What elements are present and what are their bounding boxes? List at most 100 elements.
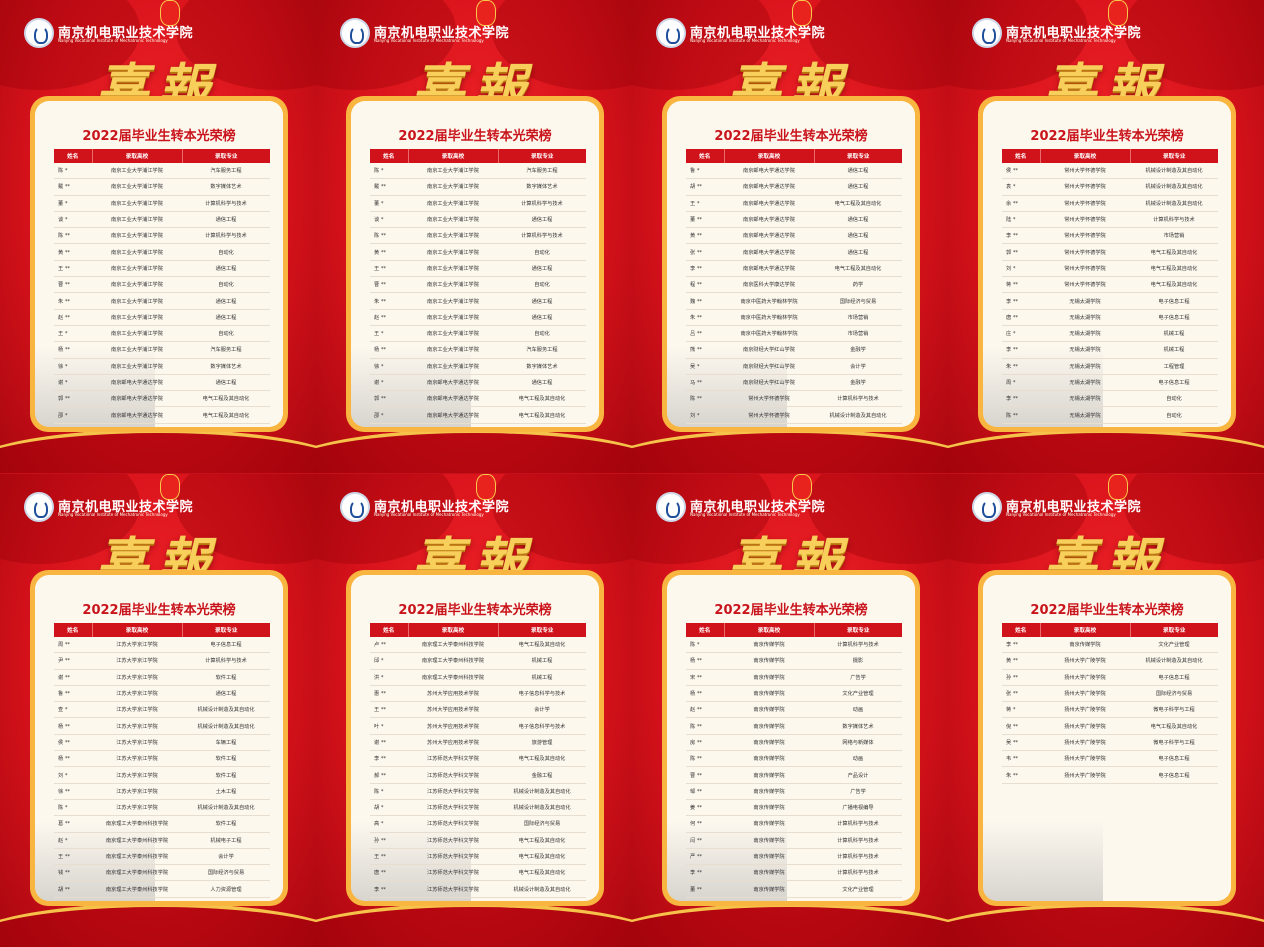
cell-name: 陈 ** — [686, 750, 724, 768]
table-row: 刘 * 常州大学怀德学院 机械设计制造及其自动化 — [686, 406, 902, 424]
column-header-school: 录取高校 — [92, 623, 183, 637]
cell-name: 侯 ** — [54, 734, 92, 752]
cell-name: 李 ** — [686, 864, 724, 882]
cell-major: 通信工程 — [182, 292, 270, 310]
cell-major: 通信工程 — [814, 163, 902, 180]
cell-major: 软件工程 — [182, 669, 270, 686]
school-name-en: Nanjing Vocational Institute of Mechatro… — [690, 38, 800, 43]
cell-major: 电气工程及其自动化 — [182, 390, 270, 408]
cell-school: 南京传媒学院 — [724, 701, 814, 719]
cell-name: 惠 ** — [370, 685, 408, 703]
column-header-name: 姓名 — [54, 149, 93, 163]
cell-school: 常州大学怀德学院 — [1040, 163, 1130, 180]
table-row: 李 ** 无锡太湖学院 自动化 — [1002, 390, 1218, 408]
table-row: 邵 * 南京邮电大学通达学院 电气工程及其自动化 — [54, 406, 270, 424]
admission-table: 姓名 录取高校 录取专业陈 * 南京工业大学浦江学院 汽车服务工程戴 ** 南京工业大学浦… — [370, 149, 586, 427]
cell-major: 自动化 — [1130, 390, 1218, 408]
cell-school: 南京邮电大学通达学院 — [408, 390, 498, 408]
cell-school: 南京工业大学浦江学院 — [408, 178, 498, 196]
cell-major: 人力资源管理 — [182, 880, 270, 898]
honor-card-body: 2022届毕业生转本光荣榜 姓名 录取高校 录取专业陈 * 南京传媒学院 计算机科学与技术… — [667, 575, 915, 901]
cell-name: 洪 * — [370, 669, 408, 686]
cell-school: 南京工业大学浦江学院 — [92, 260, 182, 278]
cell-school: 苏州大学应用技术学院 — [408, 734, 498, 752]
cell-major: 通信工程 — [498, 423, 586, 427]
cell-major: 计算机科学与技术 — [182, 195, 270, 212]
honor-card: 2022届毕业生转本光荣榜 姓名 录取高校 录取专业周 ** 江苏大学京江学院 电子信息工… — [30, 570, 288, 906]
table-row: 李 ** 江苏师范大学科文学院 机械设计制造及其自动化 — [370, 880, 586, 898]
cell-major: 计算机科学与技术 — [814, 832, 902, 849]
cell-name: 杨 ** — [686, 652, 724, 670]
table-row: 董 * 南京工业大学浦江学院 计算机科学与技术 — [370, 195, 586, 212]
table-row: 熊 ** 南京财经大学红山学院 金融学 — [686, 341, 902, 359]
cell-major: 电气工程及其自动化 — [498, 864, 586, 882]
cell-name: 朱 ** — [370, 292, 408, 310]
cell-major: 通信工程 — [182, 309, 270, 326]
school-name: 南京机电职业技术学院 — [374, 500, 510, 515]
table-row: 邵 * 南京邮电大学通达学院 电气工程及其自动化 — [370, 406, 586, 424]
table-row: 杨 ** 南京传媒学院 文化产业管理 — [686, 685, 902, 703]
poster-title: 2022届毕业生转本光荣榜 — [398, 129, 552, 144]
school-logo-icon — [656, 18, 686, 48]
cell-school: 江苏师范大学科文学院 — [408, 750, 498, 768]
cell-major: 工程管理 — [1130, 358, 1218, 375]
cell-major: 电子信息工程 — [1130, 669, 1218, 686]
cell-school: 南京传媒学院 — [724, 897, 814, 901]
cell-major: 电子信息工程 — [1130, 309, 1218, 326]
school-name: 南京机电职业技术学院 — [1006, 26, 1142, 41]
cell-school: 江苏师范大学科文学院 — [408, 864, 498, 882]
cell-name: 鲁 ** — [54, 685, 92, 703]
cell-name: 曹 ** — [686, 766, 724, 784]
cell-major: 机械设计制造及其自动化 — [1130, 195, 1218, 212]
table-row: 陈 ** 常州大学怀德学院 计算机科学与技术 — [686, 390, 902, 408]
cell-name: 赵 ** — [54, 309, 92, 326]
honor-card: 2022届毕业生转本光荣榜姓名 录取高校 录取专业陈 * 南京工业大学浦江学院 汽车服务… — [346, 96, 604, 432]
cell-major: 通信工程 — [182, 211, 270, 229]
cell-name: 唐 ** — [370, 864, 408, 882]
poster: 南京机电职业技术学院 Nanjing Vocational Institute o… — [632, 474, 948, 947]
ribbon-decoration — [948, 903, 1264, 947]
cell-major: 国际经济与贸易 — [498, 815, 586, 833]
cell-school: 江苏师范大学科文学院 — [408, 897, 498, 901]
cell-name: 徐 * — [54, 358, 92, 375]
cell-major: 汽车服务工程 — [182, 163, 270, 180]
table-row: 唐 ** 无锡太湖学院 电子信息工程 — [1002, 309, 1218, 326]
table-row: 杨 ** 江苏大学京江学院 机械设计制造及其自动化 — [54, 717, 270, 735]
cell-name: 王 * — [370, 325, 408, 343]
cell-name: 杨 ** — [54, 341, 92, 359]
table-row: 胡 ** 南京理工大学泰州科技学院 人力资源管理 — [54, 880, 270, 898]
cell-name: 熊 ** — [686, 341, 724, 359]
cell-name: 严 ** — [686, 848, 724, 866]
cell-name: 郭 ** — [54, 390, 92, 408]
cell-name: 房 ** — [686, 734, 724, 752]
cell-school: 扬州大学广陵学院 — [1040, 734, 1130, 752]
cell-name: 谢 ** — [54, 669, 92, 686]
table-row: 邹 ** 南京传媒学院 广告学 — [686, 783, 902, 800]
table-row: 陈 * 南京工业大学浦江学院 汽车服务工程 — [54, 163, 270, 180]
table-row: 李 ** 南京传媒学院 文化产业管理 — [1002, 637, 1218, 654]
cell-school: 南京工业大学浦江学院 — [92, 325, 182, 343]
school-logo-icon — [340, 18, 370, 48]
table-row: 韦 ** 扬州大学广陵学院 电子信息工程 — [1002, 750, 1218, 768]
table-row: 黄 ** 南京工业大学浦江学院 自动化 — [370, 243, 586, 261]
cell-name: 高 * — [370, 815, 408, 833]
cell-major: 市场营销 — [814, 423, 902, 427]
column-header-major: 录取专业 — [498, 623, 586, 637]
cell-name: 王 ** — [54, 848, 92, 866]
cell-school: 南京传媒学院 — [1040, 637, 1130, 654]
cell-major: 电气工程及其自动化 — [1130, 260, 1218, 278]
cell-name: 卢 ** — [370, 637, 408, 654]
table-row: 陈 ** 南京传媒学院 动画 — [686, 750, 902, 768]
cell-name: 曹 ** — [54, 276, 92, 294]
cell-major: 计算机科学与技术 — [182, 227, 270, 245]
cell-school: 江苏师范大学科文学院 — [408, 880, 498, 898]
poster: 南京机电职业技术学院 Nanjing Vocational Institute o… — [948, 0, 1264, 473]
cell-school: 南京工业大学浦江学院 — [92, 358, 182, 375]
ribbon-decoration — [316, 903, 632, 947]
cell-name: 朱 ** — [1002, 766, 1040, 784]
cell-school: 江苏师范大学科文学院 — [408, 783, 498, 800]
admission-table: 姓名 录取高校 录取专业周 ** 江苏大学京江学院 电子信息工程尹 ** 江苏大学京江学院… — [54, 623, 270, 901]
table-row: 周 * 无锡太湖学院 电子信息工程 — [1002, 374, 1218, 392]
cell-name: 唐 ** — [1002, 309, 1040, 326]
